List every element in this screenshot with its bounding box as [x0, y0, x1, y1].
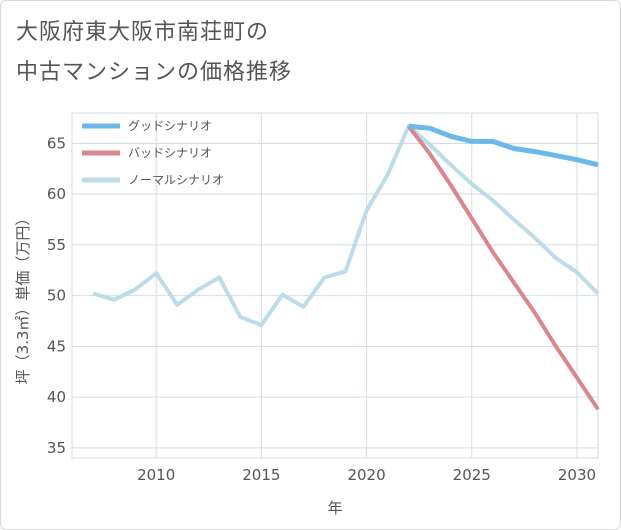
- x-tick-label: 2010: [137, 466, 175, 484]
- y-axis-label: 坪（3.3㎡）単価（万円）: [14, 211, 32, 385]
- x-axis-label: 年: [327, 499, 342, 517]
- y-tick-label: 45: [47, 337, 66, 355]
- y-tick-label: 55: [47, 236, 66, 254]
- x-tick-label: 2025: [453, 466, 491, 484]
- y-tick-label: 65: [47, 134, 66, 152]
- x-tick-label: 2020: [347, 466, 385, 484]
- x-tick-label: 2015: [242, 466, 280, 484]
- y-tick-label: 50: [47, 287, 66, 305]
- y-tick-labels: 35 40 45 50 55 60 65: [47, 134, 66, 456]
- chart-title-line2: 中古マンションの価格推移: [16, 60, 293, 85]
- legend-label: ノーマルシナリオ: [128, 173, 224, 187]
- series-line-1: [408, 123, 599, 168]
- series-layer: [92, 123, 600, 411]
- legend-label: グッドシナリオ: [128, 119, 212, 133]
- grid-lines: [71, 112, 599, 459]
- y-tick-label: 60: [47, 185, 66, 203]
- plot-border: [71, 112, 599, 459]
- y-tick-label: 40: [47, 388, 66, 406]
- series-line-3: [92, 124, 600, 328]
- y-tick-label: 35: [47, 439, 66, 457]
- legend-label: バッドシナリオ: [128, 146, 212, 160]
- chart-title-line1: 大阪府東大阪市南荘町の: [16, 20, 270, 45]
- series-line-2: [407, 124, 600, 411]
- x-tick-label: 2030: [558, 466, 596, 484]
- x-tick-labels: 2010 2015 2020 2025 2030: [137, 466, 596, 484]
